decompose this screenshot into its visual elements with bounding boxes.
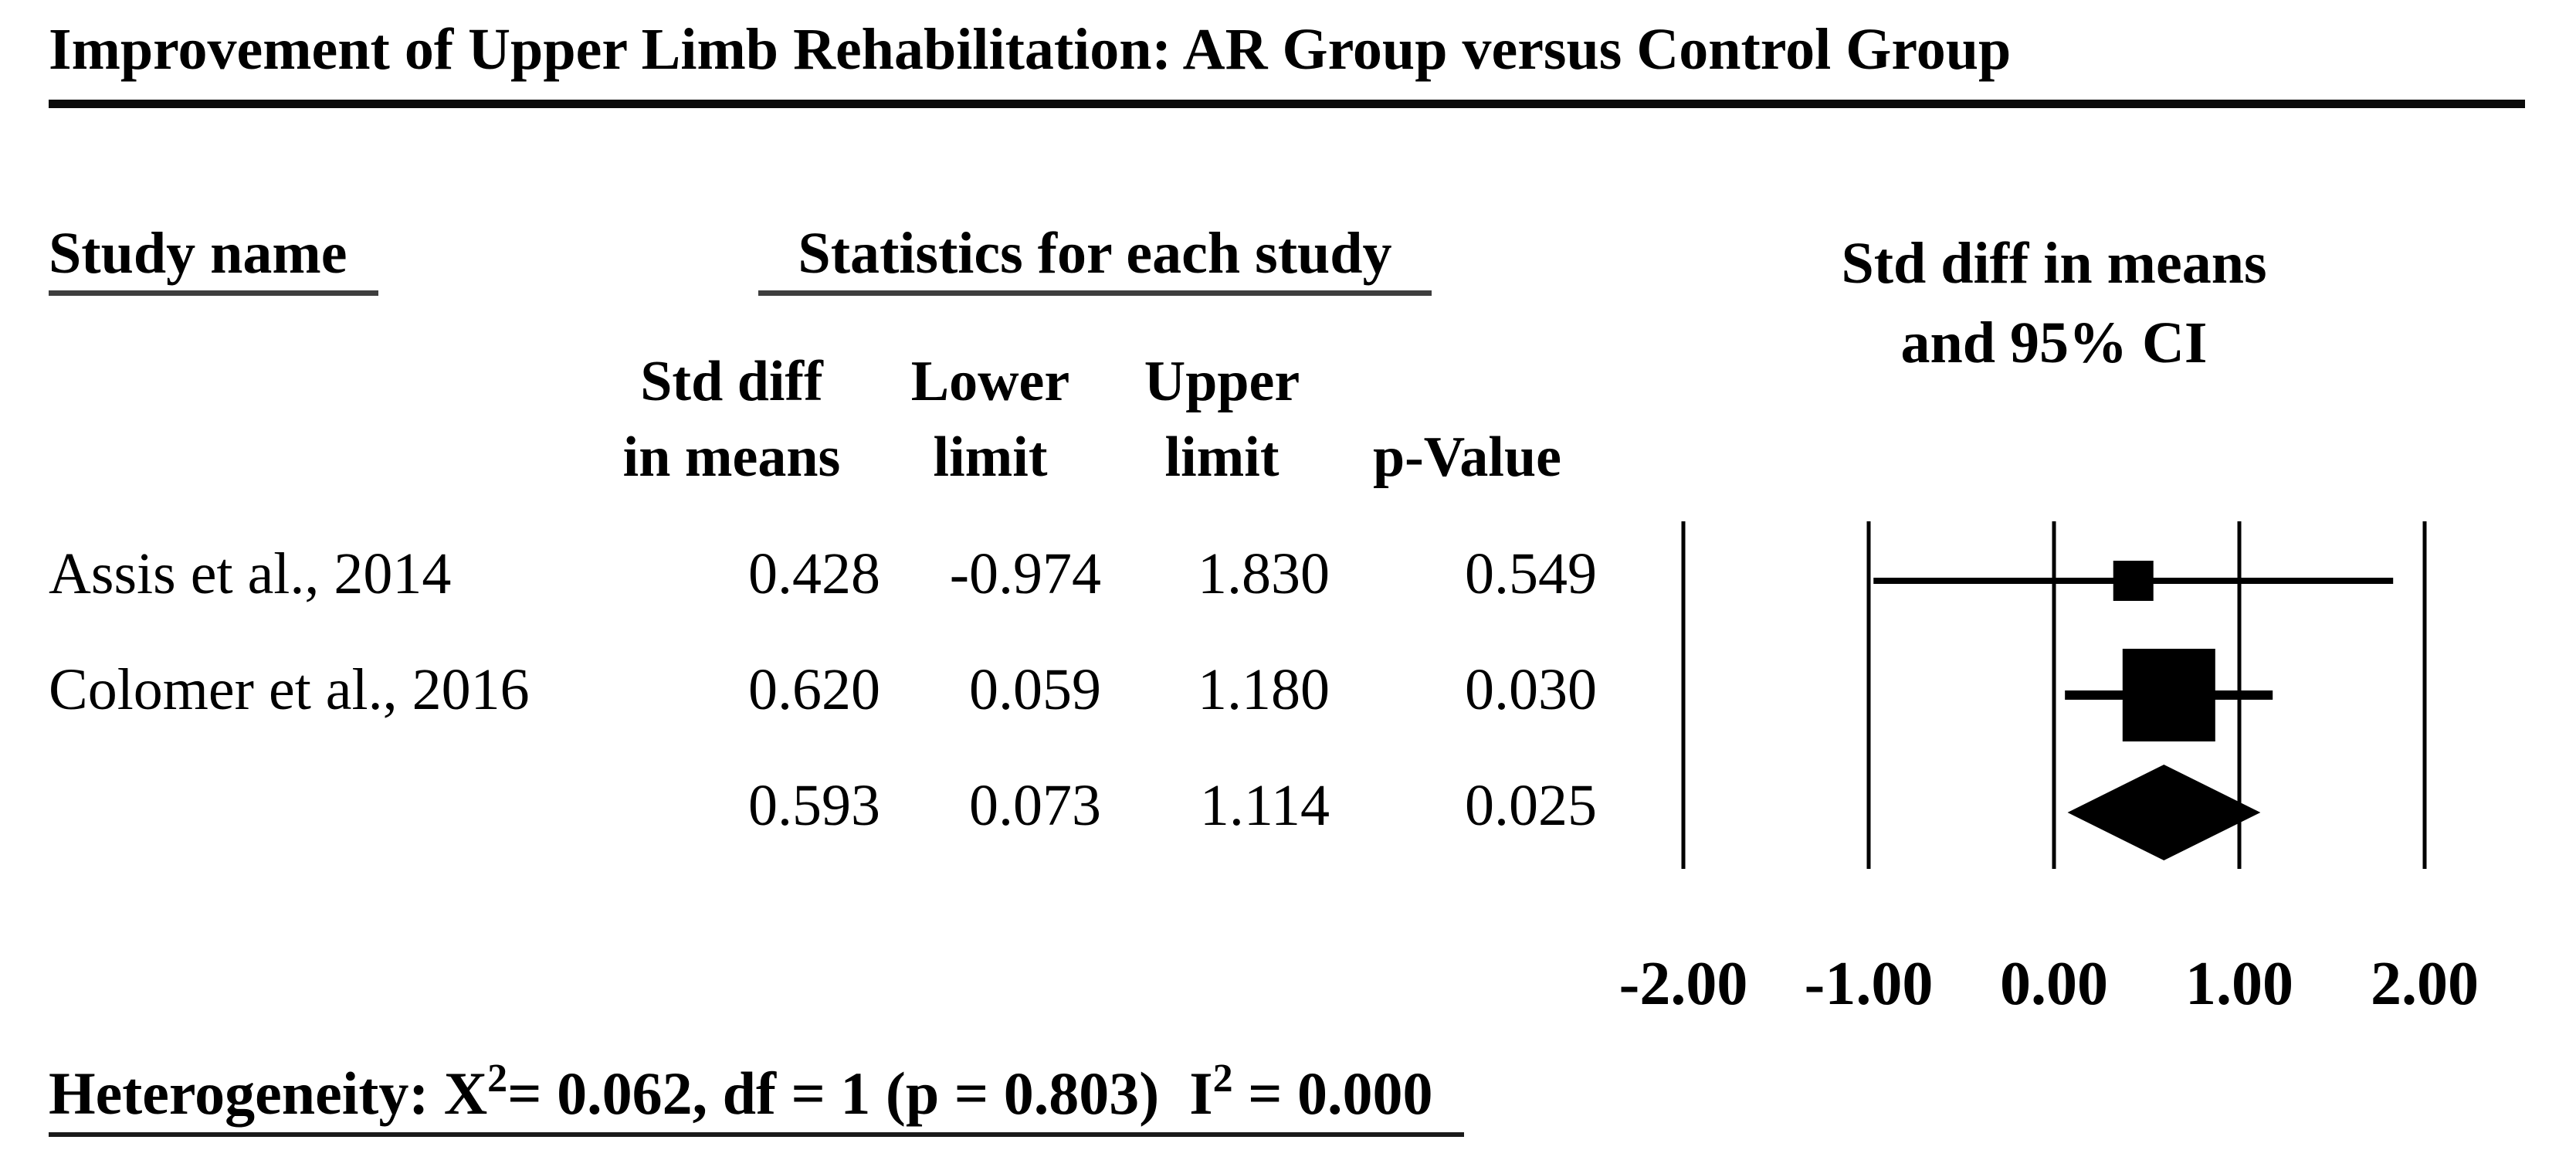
lower-limit-value: 0.059 bbox=[969, 657, 1101, 722]
summary-std-diff-value: 0.593 bbox=[748, 773, 880, 838]
study-name: Assis et al., 2014 bbox=[49, 541, 452, 606]
sub-header-upper-line1: Upper bbox=[1144, 350, 1300, 413]
heterogeneity-note: Heterogeneity: X2= 0.062, df = 1 (p = 0.… bbox=[49, 1057, 1464, 1137]
sub-header-std-diff: Std diff in means bbox=[591, 344, 873, 495]
col-header-statistics: Statistics for each study bbox=[758, 224, 1432, 296]
heterogeneity-text: = 0.062, df = 1 (p = 0.803) I bbox=[507, 1060, 1213, 1127]
i-squared-superscript: 2 bbox=[1212, 1057, 1233, 1101]
p-value: 0.549 bbox=[1465, 541, 1597, 606]
sub-header-std-diff-line2: in means bbox=[622, 426, 841, 489]
summary-lower-limit-value: 0.073 bbox=[969, 773, 1101, 838]
title-rule bbox=[49, 100, 2525, 108]
lower-limit-value: -0.974 bbox=[949, 541, 1101, 606]
sub-header-p-value: p-Value bbox=[1372, 426, 1561, 489]
summary-p-value: 0.025 bbox=[1465, 773, 1597, 838]
upper-limit-value: 1.180 bbox=[1198, 657, 1330, 722]
sub-header-lower-line1: Lower bbox=[910, 350, 1070, 413]
heterogeneity-text: Heterogeneity: X bbox=[49, 1060, 488, 1127]
col-header-ci: Std diff in means and 95% CI bbox=[1838, 224, 2270, 383]
std-diff-value: 0.428 bbox=[748, 541, 880, 606]
chi-squared-superscript: 2 bbox=[487, 1057, 508, 1101]
summary-diamond bbox=[2067, 765, 2261, 860]
x-axis-tick-label: -1.00 bbox=[1804, 950, 1934, 1018]
upper-limit-value: 1.830 bbox=[1198, 541, 1330, 606]
effect-size-marker bbox=[2113, 561, 2154, 601]
summary-upper-limit-value: 1.114 bbox=[1199, 773, 1330, 838]
ci-header-line2: and 95% CI bbox=[1900, 310, 2208, 375]
sub-header-upper: Upper limit bbox=[1081, 344, 1363, 495]
x-axis-tick-label: 1.00 bbox=[2185, 950, 2293, 1018]
sub-header-upper-line2: limit bbox=[1164, 426, 1280, 489]
figure-title: Improvement of Upper Limb Rehabilitation… bbox=[49, 17, 2012, 82]
ci-header-line1: Std diff in means bbox=[1841, 231, 2267, 296]
std-diff-value: 0.620 bbox=[748, 657, 880, 722]
study-name: Colomer et al., 2016 bbox=[49, 657, 530, 722]
sub-header-std-diff-line1: Std diff bbox=[640, 350, 823, 413]
x-axis-tick-label: -2.00 bbox=[1618, 950, 1748, 1018]
p-value: 0.030 bbox=[1465, 657, 1597, 722]
effect-size-marker bbox=[2122, 649, 2215, 741]
x-axis-tick-label: 0.00 bbox=[2000, 950, 2108, 1018]
x-axis-tick-label: 2.00 bbox=[2371, 950, 2479, 1018]
sub-header-lower: Lower limit bbox=[849, 344, 1131, 495]
sub-header-lower-line2: limit bbox=[933, 426, 1048, 489]
heterogeneity-text: = 0.000 bbox=[1232, 1060, 1433, 1127]
col-header-study-name: Study name bbox=[49, 224, 378, 296]
